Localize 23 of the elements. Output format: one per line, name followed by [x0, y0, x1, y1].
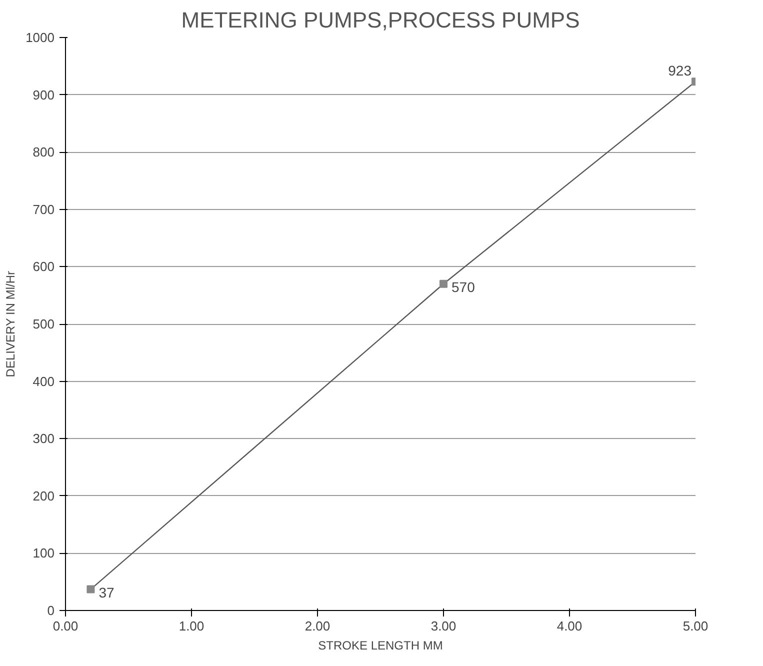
y-tick-label: 400: [32, 374, 55, 389]
y-tick-label: 1000: [26, 30, 54, 45]
y-tick-label: 500: [32, 316, 55, 332]
data-label: 923: [668, 62, 692, 79]
x-tick-label: 5.00: [682, 618, 708, 634]
y-tick-label: 300: [32, 431, 55, 446]
y-tick-label: 800: [32, 144, 55, 160]
x-tick-label: 2.00: [304, 618, 330, 634]
x-tick-label: 0.00: [52, 618, 78, 634]
x-tick-label: 4.00: [556, 618, 582, 634]
y-axis-title: DELIVERY IN Ml/Hr: [4, 270, 18, 378]
x-tick-label: 1.00: [178, 618, 204, 634]
chart-title: METERING PUMPS,PROCESS PUMPS: [181, 8, 580, 32]
data-label: 37: [98, 584, 114, 600]
data-label: 570: [452, 278, 476, 295]
y-tick-label: 700: [32, 202, 55, 217]
y-tick-label: 0: [47, 603, 55, 618]
y-tick-label: 100: [32, 546, 55, 561]
y-tick-label: 900: [32, 87, 55, 102]
y-tick-label: 600: [32, 259, 55, 274]
y-tick-label: 200: [32, 488, 55, 504]
x-tick-label: 3.00: [430, 618, 456, 634]
x-axis-title: STROKE LENGTH MM: [318, 638, 443, 652]
